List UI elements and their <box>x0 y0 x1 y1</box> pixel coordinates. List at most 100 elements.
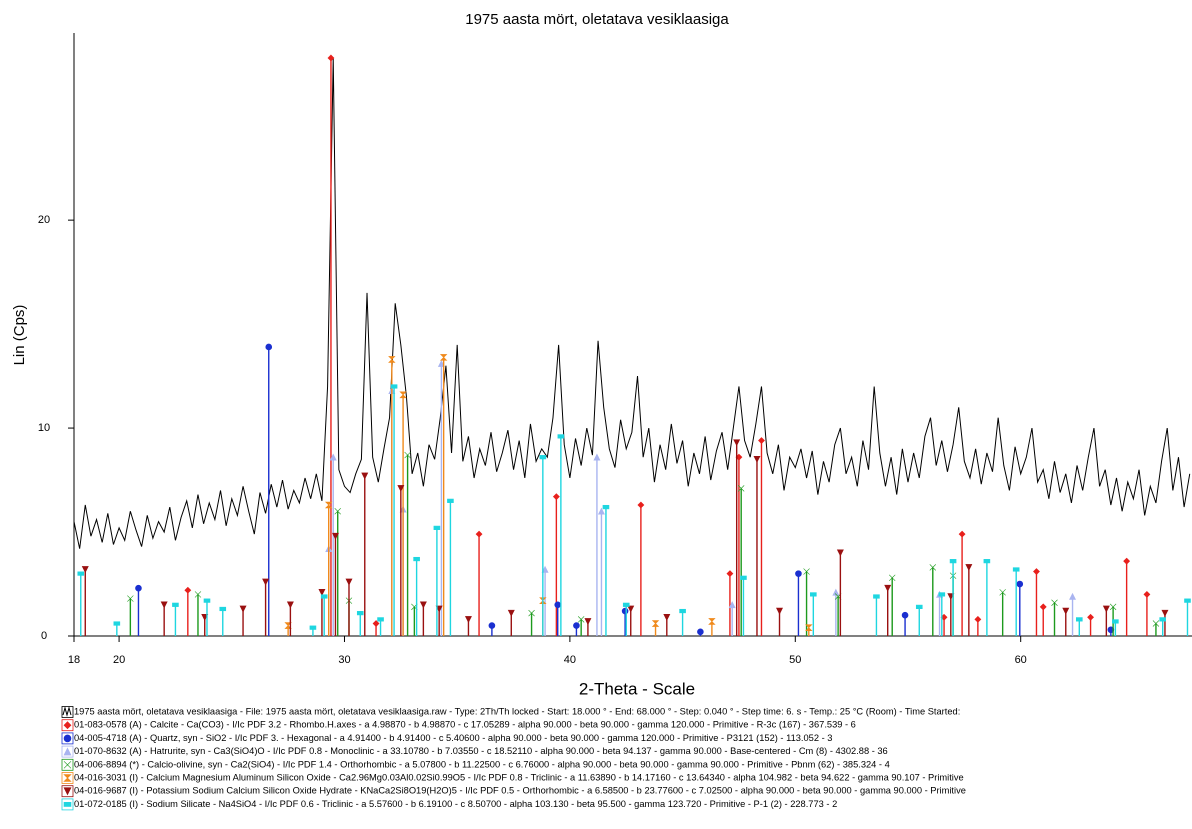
marker <box>539 455 547 460</box>
marker <box>733 439 741 447</box>
marker <box>1051 599 1058 606</box>
marker <box>77 571 85 576</box>
marker <box>873 594 880 599</box>
chart-title: 1975 aasta mört, oletatava vesiklaasiga <box>465 11 729 28</box>
marker <box>577 616 585 623</box>
legend-entry: 1975 aasta mört, oletatava vesiklaasiga … <box>74 706 960 716</box>
marker <box>135 584 142 592</box>
marker <box>836 549 844 557</box>
marker <box>329 453 337 461</box>
marker <box>584 618 592 626</box>
marker <box>795 570 802 577</box>
marker <box>949 559 957 564</box>
legend-entry: 04-016-9687 (I) - Potassium Sodium Calci… <box>74 786 966 796</box>
marker <box>965 564 973 572</box>
marker <box>377 617 384 622</box>
marker <box>597 507 605 515</box>
marker <box>464 616 472 624</box>
marker <box>1123 557 1131 565</box>
marker <box>63 774 72 782</box>
marker <box>1016 580 1024 588</box>
marker <box>622 602 630 607</box>
x-tick-label: 18 <box>68 654 80 666</box>
marker <box>1143 590 1151 598</box>
marker <box>113 621 121 626</box>
marker <box>327 54 335 62</box>
marker <box>832 588 840 596</box>
x-tick-label: 60 <box>1015 654 1027 666</box>
marker <box>318 589 326 597</box>
marker <box>203 598 211 603</box>
y-axis-label: Lin (Cps) <box>11 305 28 366</box>
marker <box>63 747 72 756</box>
marker <box>810 592 817 597</box>
marker <box>63 761 72 769</box>
marker <box>433 525 441 530</box>
marker <box>309 625 317 630</box>
marker <box>507 609 515 617</box>
marker <box>552 493 560 501</box>
marker <box>1109 603 1117 611</box>
marker <box>737 485 745 492</box>
marker <box>663 613 671 621</box>
legend-entry: 01-070-8632 (A) - Hatrurite, syn - Ca3(S… <box>74 746 888 756</box>
marker <box>63 787 72 796</box>
x-tick-label: 50 <box>789 654 801 666</box>
marker <box>265 343 273 351</box>
marker <box>419 601 427 609</box>
marker <box>475 530 483 538</box>
marker <box>127 595 134 602</box>
marker <box>901 611 909 619</box>
marker <box>331 532 339 540</box>
marker <box>435 605 443 613</box>
marker <box>557 434 565 439</box>
marker <box>803 568 810 575</box>
marker <box>1039 603 1047 611</box>
marker <box>63 721 72 730</box>
marker <box>593 453 601 461</box>
marker <box>1184 598 1191 603</box>
marker <box>929 564 936 571</box>
marker <box>1159 617 1166 622</box>
x-tick-label: 40 <box>564 654 576 666</box>
marker <box>388 356 396 363</box>
marker <box>627 605 635 613</box>
marker <box>708 618 716 625</box>
legend-entry: 04-005-4718 (A) - Quartz, syn - SiO2 - I… <box>74 733 832 743</box>
marker <box>324 501 333 509</box>
marker <box>679 608 686 614</box>
marker <box>697 628 704 636</box>
marker <box>1087 613 1094 621</box>
marker <box>834 593 842 600</box>
marker <box>602 504 610 510</box>
legend-entry: 04-016-3031 (I) - Calcium Magnesium Alum… <box>74 772 964 782</box>
legend-entry: 01-083-0578 (A) - Calcite - Ca(CO3) - I/… <box>74 720 856 730</box>
legend-line-icon <box>62 706 72 717</box>
marker <box>201 613 209 621</box>
marker <box>219 606 227 612</box>
marker <box>239 605 247 613</box>
marker <box>345 578 353 586</box>
marker <box>160 601 168 609</box>
marker <box>320 594 328 599</box>
marker <box>554 601 562 609</box>
marker <box>1112 619 1119 624</box>
marker <box>413 556 420 562</box>
marker <box>334 508 341 515</box>
marker <box>361 472 369 480</box>
marker <box>184 586 192 594</box>
marker <box>1075 617 1083 622</box>
marker <box>728 601 736 609</box>
x-axis-label: 2-Theta - Scale <box>579 679 695 698</box>
marker <box>447 498 454 503</box>
marker <box>437 359 445 367</box>
marker <box>284 622 292 629</box>
marker <box>999 589 1006 596</box>
marker <box>194 591 202 598</box>
legend-entry: 04-006-8894 (*) - Calcio-olivine, syn - … <box>74 759 890 769</box>
marker <box>805 624 813 631</box>
marker <box>1102 605 1110 613</box>
marker <box>1012 567 1020 572</box>
marker <box>740 575 747 580</box>
